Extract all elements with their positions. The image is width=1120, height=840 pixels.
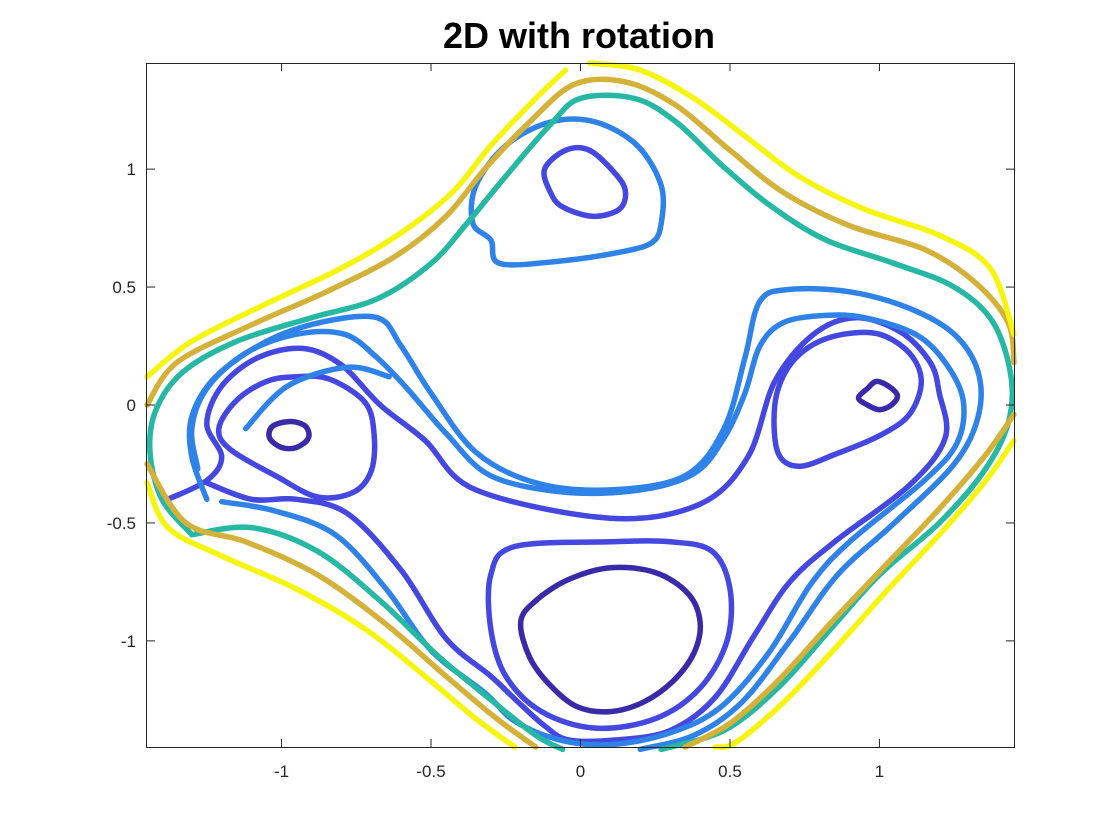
contour-line-level-2-6 (485, 538, 735, 732)
x-tick-label-1: -0.5 (416, 762, 445, 781)
x-tick-label-4: 1 (875, 762, 884, 781)
contour-line-level-3-10 (242, 364, 392, 432)
contour-line-level-5-14 (144, 76, 1017, 408)
contour-line-level-2-5 (541, 145, 629, 220)
contour-line-level-4-12 (146, 92, 1016, 753)
contour-line-level-2-4 (771, 329, 925, 470)
contour-line-level-6-20 (144, 480, 518, 750)
contour-line-level-6-19 (712, 437, 1017, 750)
y-tick-label-3: -0.5 (107, 514, 136, 533)
contour-line-level-1-1 (855, 378, 901, 413)
contour-layer (144, 60, 1017, 753)
x-tick-label-3: 0.5 (718, 762, 742, 781)
contour-line-level-1-0 (266, 418, 312, 452)
contour-line-level-3-11 (186, 285, 984, 753)
y-tick-label-4: -1 (121, 632, 136, 651)
x-tick-label-2: 0 (576, 762, 585, 781)
tick-layer: -1 -0.5 0 0.5 1 1 0.5 0 -0.5 -1 (107, 63, 1014, 781)
y-tick-label-1: 0.5 (112, 278, 136, 297)
axes-box (146, 63, 1015, 748)
contour-line-level-1-2 (517, 564, 704, 715)
contour-line-level-2-7 (165, 314, 950, 745)
contour-line-level-4-13 (189, 524, 566, 753)
x-tick-label-0: -1 (274, 762, 289, 781)
y-tick-label-2: 0 (127, 396, 136, 415)
contour-line-level-5-16 (144, 461, 539, 750)
contour-line-level-3-8 (468, 116, 667, 268)
contour-line-level-6-17 (144, 67, 569, 380)
y-tick-label-0: 1 (127, 160, 136, 179)
chart-title: 2D with rotation (443, 15, 715, 56)
contour-line-level-2-3 (215, 373, 378, 501)
contour-line-level-6-18 (586, 60, 1017, 337)
contour-line-level-5-15 (682, 411, 1017, 750)
